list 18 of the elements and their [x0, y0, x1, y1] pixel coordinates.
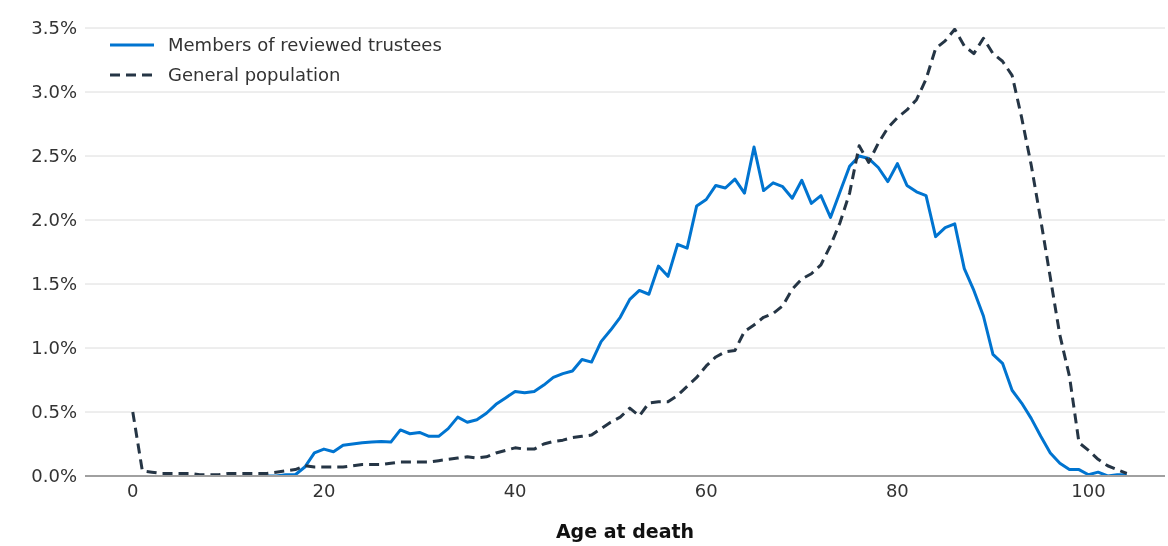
- x-tick-label: 80: [885, 479, 909, 501]
- x-tick-label: 0: [127, 479, 139, 501]
- y-tick-label: 3.0%: [31, 81, 77, 103]
- line-series: [131, 28, 1129, 476]
- y-tick-label: 2.0%: [31, 209, 77, 231]
- x-tick-label: 60: [694, 479, 718, 501]
- x-axis-title: Age at death: [555, 520, 695, 542]
- legend-label: Members of reviewed trustees: [168, 33, 442, 57]
- x-tick-label: 100: [1071, 479, 1106, 501]
- y-tick-label: 2.5%: [31, 145, 77, 167]
- y-tick-label: 1.0%: [31, 337, 77, 359]
- x-tick-label: 40: [503, 479, 527, 501]
- y-tick-label: 1.5%: [31, 273, 77, 295]
- y-tick-label: 0.0%: [31, 465, 77, 487]
- y-tick-label: 3.5%: [31, 17, 77, 39]
- legend-label: General population: [168, 63, 341, 87]
- x-tick-label: 20: [312, 479, 336, 501]
- y-tick-label: 0.5%: [31, 401, 77, 423]
